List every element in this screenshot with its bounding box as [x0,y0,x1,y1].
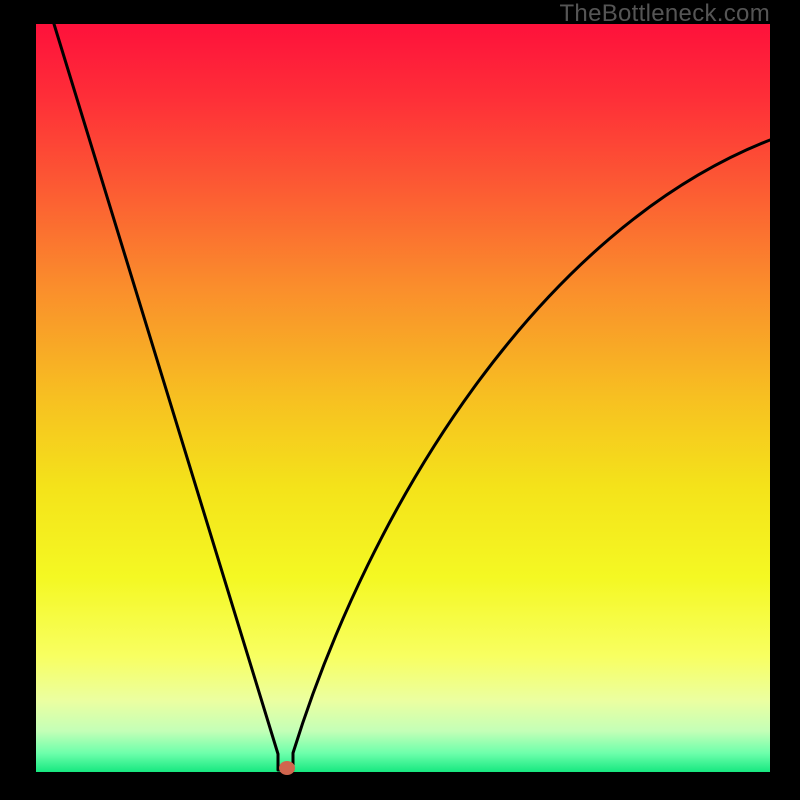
bottleneck-curve [0,0,800,800]
optimal-point-marker [279,761,295,775]
watermark-text: TheBottleneck.com [559,0,770,28]
curve-path [54,24,770,770]
